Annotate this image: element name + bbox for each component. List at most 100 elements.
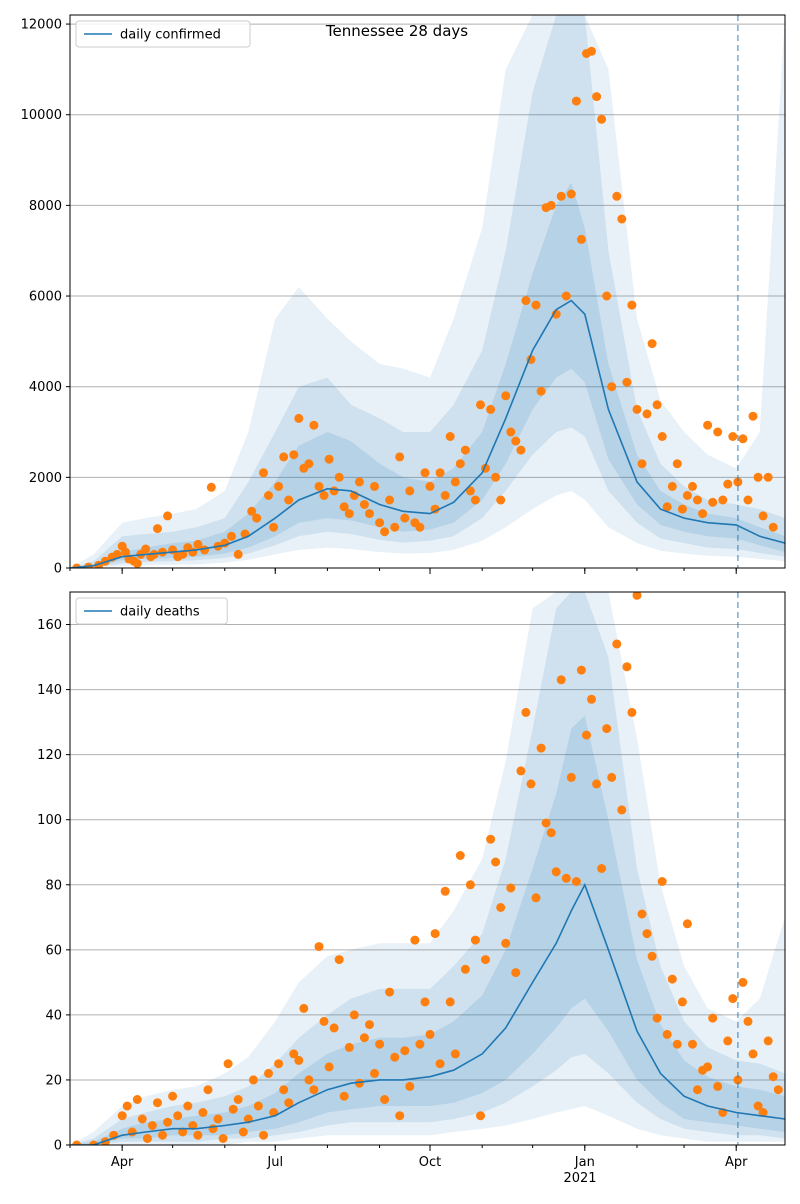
observed-point (153, 1098, 162, 1108)
observed-point (304, 1075, 314, 1085)
observed-point (582, 730, 591, 740)
observed-point (289, 450, 299, 460)
observed-point (153, 524, 162, 534)
observed-point (753, 1101, 763, 1111)
observed-point (561, 291, 571, 301)
observed-point (561, 873, 571, 883)
legend-label: daily deaths (120, 605, 200, 620)
observed-point (743, 1016, 753, 1026)
x-tick-label: Jan (574, 1155, 595, 1170)
observed-point (284, 495, 294, 505)
observed-point (365, 509, 374, 519)
observed-point (652, 1013, 662, 1023)
observed-point (445, 997, 455, 1007)
observed-point (450, 477, 460, 487)
observed-point (405, 1081, 415, 1091)
observed-point (703, 1062, 713, 1072)
observed-point (375, 518, 385, 528)
observed-point (723, 1036, 733, 1046)
inner-uncertainty-band (70, 715, 785, 1145)
observed-point (137, 1114, 147, 1124)
observed-point (758, 1108, 768, 1117)
observed-point (435, 468, 445, 478)
observed-point (385, 987, 395, 997)
observed-point (259, 468, 268, 478)
observed-point (708, 1013, 718, 1023)
observed-point (536, 386, 546, 396)
observed-point (556, 675, 566, 685)
observed-point (359, 500, 369, 509)
observed-point (188, 1121, 198, 1130)
observed-point (400, 513, 410, 523)
observed-point (531, 300, 541, 310)
observed-point (440, 491, 450, 500)
observed-point (511, 968, 521, 978)
observed-point (647, 951, 657, 961)
observed-point (672, 1039, 682, 1049)
observed-point (698, 509, 708, 519)
y-tick-label: 2000 (29, 471, 62, 486)
observed-point (516, 766, 526, 776)
observed-point (496, 495, 506, 505)
observed-point (122, 1101, 132, 1111)
observed-point (334, 955, 344, 965)
observed-point (390, 522, 400, 532)
observed-point (117, 1111, 127, 1121)
observed-point (168, 1091, 178, 1101)
observed-point (309, 1085, 319, 1095)
observed-point (227, 531, 236, 541)
observed-point (743, 495, 753, 505)
observed-point (763, 472, 773, 482)
y-tick-label: 4000 (29, 380, 62, 395)
observed-point (551, 867, 561, 877)
observed-point (476, 400, 485, 410)
observed-point (344, 509, 354, 519)
observed-point (264, 1068, 273, 1078)
middle-uncertainty-band (70, 15, 785, 568)
x-tick-label: Apr (111, 1155, 134, 1170)
observed-point (723, 479, 733, 489)
y-tick-label: 0 (54, 1139, 62, 1154)
y-tick-label: 120 (37, 748, 62, 763)
observed-point (506, 427, 516, 437)
observed-point (375, 1039, 385, 1049)
observed-point (637, 459, 647, 469)
y-tick-label: 140 (37, 683, 62, 698)
observed-point (359, 1033, 369, 1043)
observed-point (445, 432, 455, 441)
observed-point (597, 114, 607, 124)
series-line (70, 882, 785, 1145)
observed-point (693, 495, 702, 505)
observed-point (728, 432, 738, 441)
observed-point (147, 1121, 157, 1130)
observed-point (682, 491, 692, 500)
observed-point (470, 495, 480, 505)
observed-point (728, 994, 738, 1004)
observed-point (440, 886, 450, 896)
series-line (70, 299, 785, 568)
observed-point (415, 1039, 425, 1049)
observed-point (592, 779, 602, 789)
observed-point (238, 1127, 248, 1137)
observed-point (587, 46, 596, 56)
y-tick-label: 10000 (21, 108, 62, 123)
observed-point (738, 434, 748, 444)
observed-point (491, 857, 501, 867)
observed-point (536, 743, 546, 753)
observed-point (733, 1075, 743, 1085)
observed-point (370, 481, 379, 491)
observed-point (571, 877, 581, 886)
observed-point (602, 291, 612, 301)
observed-point (748, 1049, 758, 1059)
observed-point (672, 459, 682, 469)
observed-point (228, 1104, 238, 1114)
observed-point (708, 497, 718, 507)
observed-point (546, 200, 556, 210)
observed-point (465, 880, 475, 890)
observed-point (279, 452, 289, 462)
observed-point (733, 477, 743, 487)
observed-point (587, 694, 596, 704)
observed-point (541, 818, 551, 828)
observed-point (455, 459, 465, 469)
